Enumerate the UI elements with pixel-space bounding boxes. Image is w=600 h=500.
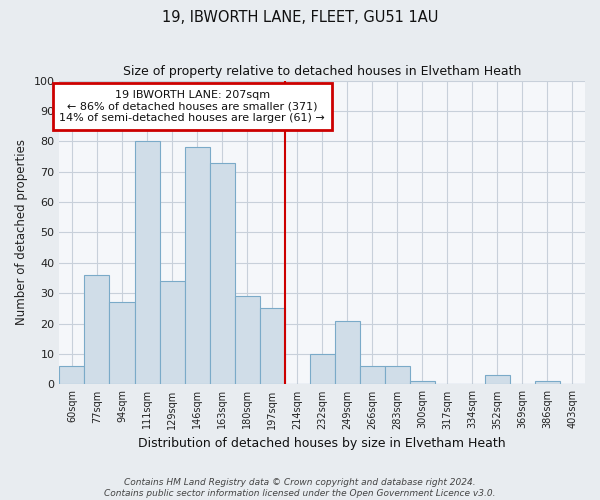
- Bar: [335, 320, 360, 384]
- Bar: [209, 162, 235, 384]
- Bar: [109, 302, 134, 384]
- Bar: [535, 382, 560, 384]
- Bar: [185, 148, 209, 384]
- Text: 19 IBWORTH LANE: 207sqm
← 86% of detached houses are smaller (371)
14% of semi-d: 19 IBWORTH LANE: 207sqm ← 86% of detache…: [59, 90, 325, 123]
- Bar: [485, 376, 510, 384]
- Bar: [59, 366, 85, 384]
- Bar: [360, 366, 385, 384]
- Bar: [235, 296, 260, 384]
- X-axis label: Distribution of detached houses by size in Elvetham Heath: Distribution of detached houses by size …: [139, 437, 506, 450]
- Bar: [160, 281, 185, 384]
- Text: Contains HM Land Registry data © Crown copyright and database right 2024.
Contai: Contains HM Land Registry data © Crown c…: [104, 478, 496, 498]
- Bar: [410, 382, 435, 384]
- Text: 19, IBWORTH LANE, FLEET, GU51 1AU: 19, IBWORTH LANE, FLEET, GU51 1AU: [162, 10, 438, 25]
- Title: Size of property relative to detached houses in Elvetham Heath: Size of property relative to detached ho…: [123, 65, 521, 78]
- Bar: [385, 366, 410, 384]
- Bar: [134, 142, 160, 384]
- Bar: [310, 354, 335, 384]
- Y-axis label: Number of detached properties: Number of detached properties: [15, 140, 28, 326]
- Bar: [260, 308, 284, 384]
- Bar: [85, 275, 109, 384]
